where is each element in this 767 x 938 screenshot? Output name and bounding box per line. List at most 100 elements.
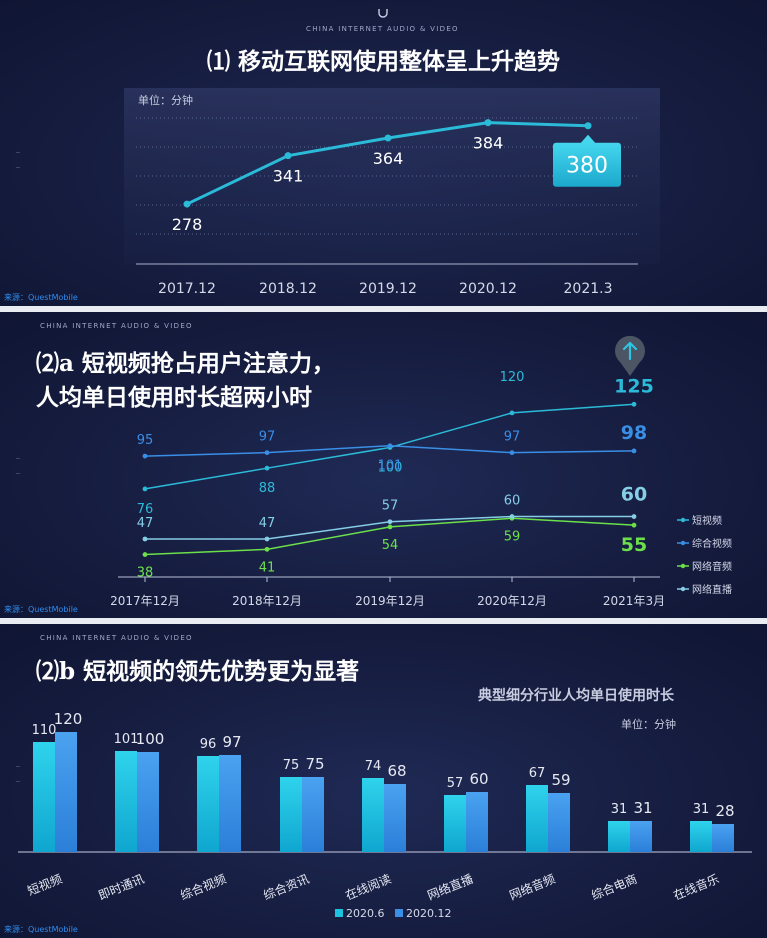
chart1-point-4 — [584, 122, 592, 130]
chart2-x-tick-label-3: 2020年12月 — [477, 594, 547, 608]
chart1-x-tick-label-0: 2017.12 — [158, 281, 216, 297]
chart3-bar-2020-12-6 — [548, 793, 570, 852]
chart2-point-short-video-1 — [264, 465, 270, 471]
brand-label: CHINA INTERNET AUDIO & VIDEO — [40, 634, 193, 642]
chart2-legend-label-live: 网络直播 — [692, 583, 732, 596]
chart2-point-general-video-4 — [631, 448, 637, 454]
panel-short-video-attention: CHINA INTERNET AUDIO & VIDEO ⑵a 短视频抢占用户注… — [0, 312, 767, 618]
chart3-legend-swatch-2020-12 — [395, 909, 403, 917]
chart2-data-label-audio-2: 54 — [382, 538, 399, 553]
chart2-data-label-live-2: 57 — [382, 499, 399, 514]
chart2-data-label-audio-1: 41 — [259, 560, 276, 575]
chart1-data-label-3: 384 — [473, 134, 504, 153]
chart2-point-live-1 — [264, 536, 270, 542]
chart2-data-label-short-video-0: 76 — [137, 502, 154, 517]
chart2-data-label-general-video-4: 98 — [621, 422, 647, 444]
chart2-data-label-live-0: 47 — [137, 516, 154, 531]
chart1-point-3 — [484, 119, 492, 127]
chart3-category-label-7: 综合电商 — [589, 871, 639, 903]
chart3-bar-2020-12-5 — [466, 792, 488, 852]
chart2-point-general-video-2 — [387, 443, 393, 449]
chart3-bar-2020-12-2 — [219, 755, 241, 852]
chart1-x-tick-label-3: 2020.12 — [459, 281, 517, 297]
chart2-data-label-live-4: 60 — [621, 484, 647, 506]
chart2-data-label-audio-4: 55 — [621, 534, 647, 556]
chart3-category-label-1: 即时通讯 — [96, 872, 146, 903]
chart2-point-audio-0 — [142, 552, 148, 557]
chart3-label-2020-12-3: 75 — [305, 755, 324, 773]
chart2-point-general-video-3 — [509, 450, 515, 456]
chart1-x-tick-label-1: 2018.12 — [259, 281, 317, 297]
chart3-bar-2020-6-1 — [115, 751, 137, 852]
chart2-x-tick-label-0: 2017年12月 — [110, 594, 180, 608]
chart1-point-2 — [384, 134, 392, 142]
chart1-data-label-0: 278 — [172, 215, 203, 234]
chart3-label-2020-12-7: 31 — [633, 799, 652, 817]
chart2-data-label-audio-0: 38 — [137, 566, 154, 581]
chart1-canvas: 单位：分钟 278 341 364 384 380 2017.12 2018.12 2019.1… — [124, 88, 660, 297]
chart2-data-label-general-video-2: 101 — [378, 459, 403, 474]
chart3-label-2020-6-2: 96 — [200, 737, 217, 752]
chart3-bar-2020-6-5 — [444, 795, 466, 852]
chart3-category-label-4: 在线阅读 — [343, 872, 393, 903]
panel-segment-comparison: CHINA INTERNET AUDIO & VIDEO ⑵b 短视频的领先优势… — [0, 624, 767, 938]
chart2-point-short-video-3 — [509, 410, 515, 416]
chart3-bar-2020-12-3 — [302, 777, 324, 852]
chart1-x-tick-label-4: 2021.3 — [564, 281, 613, 297]
chart1-point-0 — [183, 200, 191, 208]
chart2-data-label-general-video-3: 97 — [504, 430, 521, 445]
chart2-point-short-video-0 — [142, 486, 148, 492]
chart3-label-2020-6-3: 75 — [283, 758, 300, 773]
chart1-callout-box — [553, 142, 621, 187]
chart3-category-label-6: 网络音频 — [507, 871, 557, 903]
chart3-bar-2020-6-2 — [197, 756, 219, 852]
side-tick-marks — [16, 766, 20, 782]
chart3-category-label-8: 在线音乐 — [671, 871, 721, 903]
chart3-bar-2020-6-4 — [362, 778, 384, 852]
chart3-category-label-0: 短视频 — [25, 871, 64, 898]
chart3-bar-2020-6-3 — [280, 777, 302, 852]
chart2-point-general-video-1 — [264, 450, 270, 456]
chart2-point-short-video-4 — [631, 401, 637, 407]
chart2-legend-dot-general-video — [680, 540, 686, 546]
chart2-data-label-short-video-2: 100 — [378, 460, 403, 475]
chart1-point-1 — [284, 152, 292, 160]
chart2-data-label-short-video-4: 125 — [614, 375, 654, 397]
chart2-data-label-live-1: 47 — [259, 516, 276, 531]
chart1-data-label-2: 364 — [373, 149, 404, 168]
chart1-unit-label: 单位：分钟 — [138, 93, 193, 107]
chart2-data-label-short-video-3: 120 — [500, 370, 525, 385]
chart3-label-2020-12-1: 100 — [136, 730, 165, 748]
chart3-label-2020-12-6: 59 — [551, 771, 570, 789]
chart3-bar-2020-6-8 — [690, 821, 712, 852]
chart2-x-tick-label-1: 2018年12月 — [232, 594, 302, 608]
panel2-title-line1: ⑵a 短视频抢占用户注意力， — [36, 350, 335, 377]
chart3-bar-2020-12-8 — [712, 824, 734, 852]
chart2-point-general-video-0 — [142, 453, 148, 459]
chart3-bar-2020-12-7 — [630, 821, 652, 852]
chart3-bar-2020-6-6 — [526, 785, 548, 852]
panel3-title: ⑵b 短视频的领先优势更为显著 — [36, 658, 360, 685]
chart2-legend-dot-live — [680, 586, 686, 592]
chart1-callout-pointer — [580, 134, 596, 144]
source-label: 来源：QuestMobile — [4, 605, 78, 614]
chart3-label-2020-6-8: 31 — [693, 802, 710, 817]
panel-overall-trend: CHINA INTERNET AUDIO & VIDEO ⑴ 移动互联网使用整体… — [0, 0, 767, 306]
chart3-bar-2020-12-4 — [384, 784, 406, 852]
chart2-data-label-live-3: 60 — [504, 494, 521, 509]
source-label: 来源：QuestMobile — [4, 293, 78, 302]
chart2-point-live-4 — [631, 514, 637, 519]
chart3-legend-label-2020-6: 2020.6 — [346, 907, 385, 920]
chart3-bar-2020-12-0 — [55, 732, 77, 852]
chart3-label-2020-6-7: 31 — [611, 802, 628, 817]
chart2-point-live-2 — [387, 519, 393, 525]
side-tick-marks — [16, 458, 20, 474]
brand-label: CHINA INTERNET AUDIO & VIDEO — [40, 322, 193, 330]
chart2-data-label-short-video-1: 88 — [259, 481, 276, 496]
chart3-label-2020-12-0: 120 — [54, 710, 83, 728]
chart2-point-audio-2 — [387, 524, 393, 530]
chart2-x-tick-label-2: 2019年12月 — [355, 594, 425, 608]
chart3-label-2020-12-5: 60 — [469, 770, 488, 788]
chart2-legend-dot-audio — [680, 563, 686, 569]
source-label: 来源：QuestMobile — [4, 925, 78, 934]
